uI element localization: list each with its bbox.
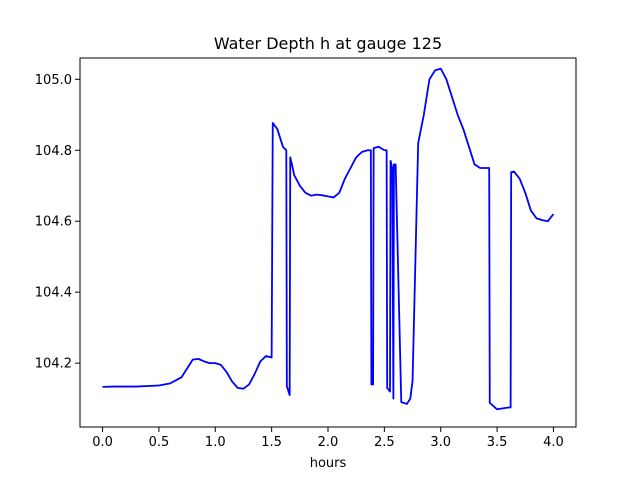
x-tick-label: 1.0 [205, 435, 226, 450]
y-tick-label: 104.4 [35, 286, 72, 301]
x-tick-label: 0.0 [92, 435, 113, 450]
x-tick-label: 2.5 [374, 435, 395, 450]
x-tick-label: 2.0 [318, 435, 339, 450]
plot-frame [79, 57, 577, 428]
chart-title: Water Depth h at gauge 125 [214, 34, 442, 53]
y-tick-label: 104.6 [35, 215, 72, 230]
x-tick-label: 3.5 [487, 435, 508, 450]
series-group [102, 67, 555, 411]
x-tick-label: 0.5 [149, 435, 170, 450]
x-tick-label: 1.5 [261, 435, 282, 450]
x-tick-label: 4.0 [543, 435, 564, 450]
axes: 0.0 0.5 1.0 1.5 2.0 2.5 3.0 3.5 4.0 104.2 104.4 104… [35, 73, 564, 450]
y-tick-label: 105.0 [35, 73, 72, 88]
x-axis-label: hours [310, 456, 347, 471]
y-tick-label: 104.2 [35, 357, 72, 372]
y-tick-label: 104.8 [35, 144, 72, 159]
series-line [102, 67, 555, 411]
x-tick-label: 3.0 [430, 435, 451, 450]
